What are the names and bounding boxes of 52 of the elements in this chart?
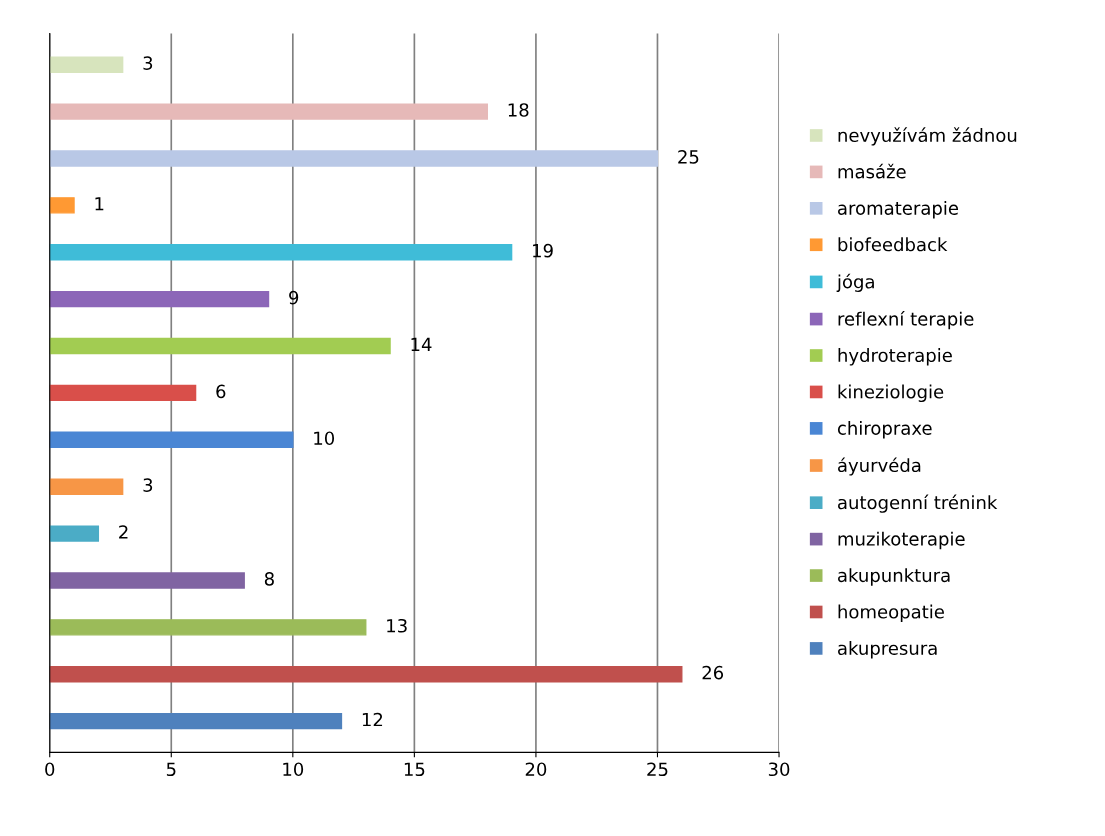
data-label: 9 — [289, 290, 299, 305]
legend-label: aromaterapie — [838, 200, 959, 219]
bar — [49, 478, 124, 495]
bar — [49, 572, 245, 589]
x-tick-label: 25 — [647, 762, 668, 777]
bar — [49, 712, 343, 730]
bar — [49, 384, 197, 402]
bar — [49, 666, 683, 683]
data-label: 3 — [143, 56, 153, 70]
legend-label: chiropraxe — [837, 420, 932, 439]
bar — [49, 337, 391, 355]
legend-label: kineziologie — [838, 384, 944, 403]
legend-label: jóga — [836, 273, 874, 292]
data-label: 1 — [95, 197, 104, 211]
data-label: 19 — [533, 243, 553, 258]
x-tick-label: 10 — [283, 762, 304, 777]
data-label: 2 — [119, 525, 128, 539]
legend-label: nevyužívám žádnou — [838, 127, 1017, 146]
legend-label: muzikoterapie — [838, 531, 965, 550]
legend-label: reflexní terapie — [838, 310, 974, 330]
legend-label: biofeedback — [838, 237, 948, 252]
bar — [49, 290, 270, 308]
legend-label: hydroterapie — [838, 348, 952, 366]
legend-label: áyurvéda — [838, 457, 921, 476]
data-label: 10 — [314, 431, 335, 446]
bar — [49, 197, 75, 214]
x-tick-label: 15 — [404, 762, 425, 777]
legend-label: autogenní trénink — [838, 494, 998, 513]
data-label: 26 — [702, 665, 724, 680]
x-tick-label: 5 — [166, 762, 176, 777]
data-label: 13 — [387, 618, 407, 633]
bar — [49, 56, 124, 73]
data-label: 18 — [508, 103, 529, 117]
bar — [49, 103, 489, 120]
x-tick-label: 20 — [525, 762, 547, 777]
data-label: 25 — [678, 150, 699, 164]
data-label: 14 — [411, 337, 432, 352]
x-tick-label: 0 — [45, 762, 55, 777]
legend-label: akupunktura — [838, 568, 950, 586]
data-label: 3 — [143, 478, 153, 492]
bar — [49, 525, 100, 542]
bar — [49, 150, 659, 167]
legend-label: akupresura — [838, 641, 937, 659]
bar — [49, 244, 513, 261]
x-tick-label: 30 — [768, 762, 790, 777]
data-label: 6 — [216, 384, 226, 399]
bar — [49, 431, 294, 449]
data-label: 8 — [264, 572, 274, 586]
data-label: 12 — [362, 712, 383, 727]
bar — [49, 619, 367, 636]
legend-label: masáže — [838, 163, 906, 179]
legend-label: homeopatie — [838, 604, 944, 623]
